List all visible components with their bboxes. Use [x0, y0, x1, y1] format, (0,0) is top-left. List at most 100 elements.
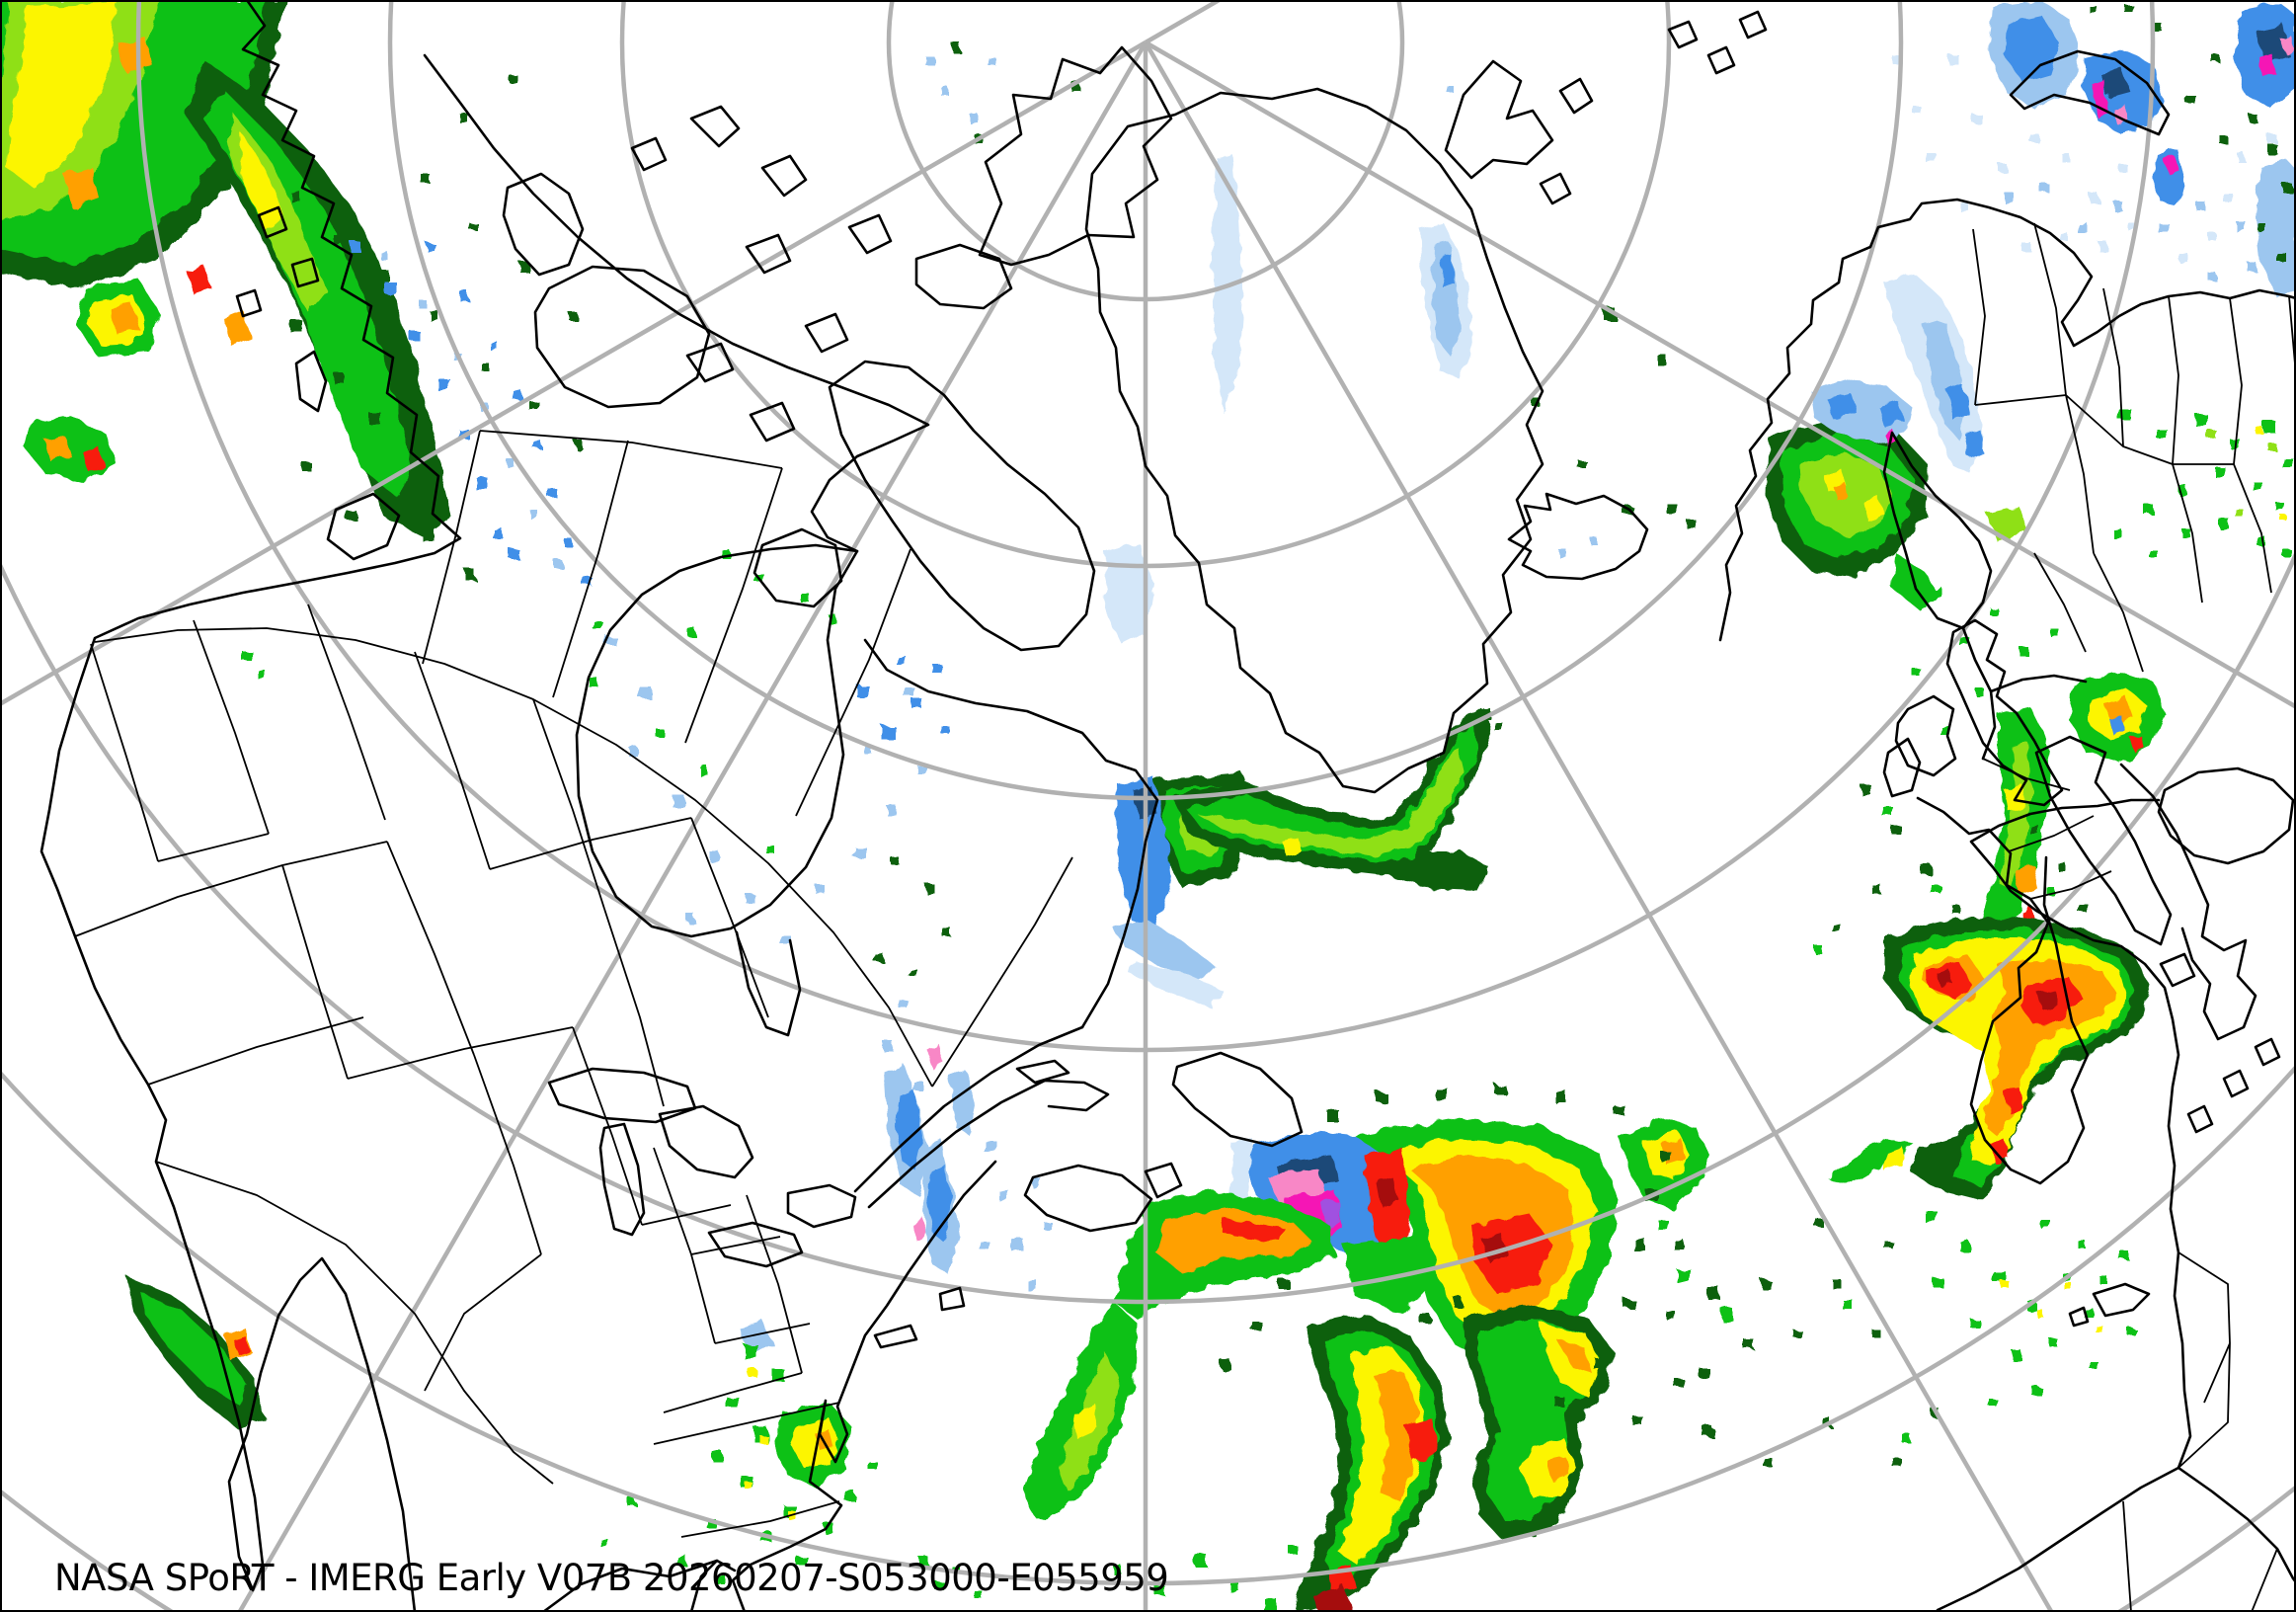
bottom-center-specks — [1289, 1546, 1299, 1556]
border-layer — [74, 222, 2296, 1612]
bc-coast-lightblue-specks — [529, 510, 537, 518]
finland-green-specks — [2194, 413, 2206, 425]
prairie-blue-specks — [687, 915, 695, 923]
quebec-specks — [943, 928, 953, 938]
balkan-greece-coast — [2119, 763, 2257, 1041]
anatolia-levant-africa-coast — [1936, 798, 2296, 1612]
panhandle-islands — [235, 205, 320, 318]
offshore-cells — [598, 1537, 606, 1545]
storm-fringe-specks — [1634, 1417, 1644, 1427]
prairie-blue-cores — [911, 698, 921, 708]
graticule-meridian-30 — [1144, 40, 2055, 1612]
bottom-center-specks — [1229, 1581, 1239, 1591]
greenland — [1084, 87, 1544, 794]
med-storm-darkred — [1938, 970, 2058, 1009]
med-south-specks — [2050, 1339, 2058, 1347]
norway-blue-core — [1827, 393, 1904, 427]
corner-magenta — [2259, 53, 2275, 77]
storm-fringe-specks — [1554, 1090, 1566, 1102]
west-interior-specks — [369, 413, 381, 425]
arctic-blue-specks — [942, 89, 950, 97]
midatlantic-specks — [1674, 1240, 1684, 1249]
arctic-darkgreen-specks — [1578, 460, 1586, 468]
russia-pale-specks — [1948, 54, 1958, 64]
storm-fringe-specks — [1594, 1357, 1606, 1369]
russia-navy-bits — [2099, 67, 2129, 97]
ne-pink2 — [910, 1217, 928, 1241]
ne-blue-extra — [984, 1140, 995, 1152]
bc-coast-blue-specks — [459, 291, 469, 301]
arctic-blue-specks — [925, 56, 935, 66]
scandinavia-russia-arctic-coast — [1718, 198, 2296, 642]
norway-sea-yellow — [1823, 468, 1884, 520]
med-storm-sw-arm-yellow — [1882, 1148, 1904, 1169]
russia-pale-specks — [2098, 242, 2108, 252]
balkan-green-specks — [1933, 886, 1942, 896]
storm-left-hook-yellow — [1072, 1403, 1100, 1440]
med-south-specks — [2085, 1309, 2095, 1319]
med-south-specks — [2041, 1220, 2051, 1230]
graticule-meridian-60 — [1144, 40, 2296, 710]
southampton-island — [752, 527, 843, 608]
bc-coast-lightblue-specks — [553, 559, 561, 567]
corner-green-specks — [2266, 143, 2276, 153]
bc-coast-lightblue-specks — [381, 253, 389, 261]
med-south-specks — [2090, 1361, 2098, 1369]
russia-pale-specks — [2177, 252, 2187, 262]
map-caption: NASA SPoRT - IMERG Early V07B 20260207-S… — [54, 1557, 1169, 1599]
russia-pale-specks — [2021, 242, 2031, 252]
norway-blue-band — [1811, 379, 1912, 443]
or-band-orange — [45, 437, 71, 462]
balkan-specks — [1833, 925, 1841, 932]
pacific-storm-yellow — [6, 2, 117, 188]
novaya-zemlya — [2009, 49, 2171, 136]
west-interior-specks — [528, 400, 538, 410]
arctic-darkgreen-specks — [1480, 708, 1490, 718]
corner-green-specks — [2155, 24, 2163, 32]
med-south-yellow — [2064, 1282, 2072, 1290]
prairie-green-specks — [257, 670, 265, 678]
labrador-band-chartreuse — [1197, 747, 1464, 855]
storm-fringe-specks — [1436, 1088, 1448, 1100]
med-south-specks — [1989, 1399, 1997, 1407]
balkan-specks — [1891, 825, 1901, 835]
finland-green-specks — [2284, 459, 2294, 469]
bc-coast-band-orange — [223, 310, 251, 346]
ungava-blue-tail — [1114, 919, 1215, 982]
prairie-blue-specks — [815, 884, 825, 894]
coastline-layer — [40, 0, 2296, 1612]
ne-blue-core2 — [928, 1166, 952, 1243]
prairie-blue-specks — [853, 846, 865, 857]
uk-northsea-specks — [1960, 637, 1970, 647]
west-interior-specks — [575, 441, 583, 448]
finland-chartreuse-specks — [2236, 510, 2244, 518]
west-interior-specks — [420, 173, 430, 183]
west-interior-specks — [465, 570, 475, 580]
bc-coast-lightblue-specks — [421, 302, 429, 310]
russia-pale-specks — [1927, 153, 1937, 163]
bc-coast-blue-specks — [476, 478, 488, 490]
gulf-of-bothnia — [1882, 431, 2088, 761]
russia-blue-specks — [2077, 222, 2087, 232]
storm-fringe-specks — [1453, 1297, 1463, 1307]
bottom-center-specks — [919, 1558, 929, 1568]
midatlantic-green-specks — [1901, 1433, 1911, 1443]
cent-europe-blue — [2109, 715, 2125, 735]
storm-purple — [1321, 1199, 1341, 1227]
russia-blue-specks — [2114, 202, 2124, 212]
finland-green-specks — [2283, 549, 2291, 557]
arctic-darkgreen-specks — [1666, 503, 1676, 513]
norway-sea-orange — [1833, 482, 1849, 500]
graticule-meridian--60 — [0, 40, 1148, 707]
storm-fringe-specks — [1496, 1086, 1506, 1095]
corner-green-specks — [2212, 55, 2220, 63]
bc-coast-blue-specks — [493, 528, 503, 538]
midatlantic-green-specks — [1720, 1308, 1732, 1320]
cyprus — [2068, 1282, 2151, 1328]
ireland — [1894, 694, 1957, 777]
bottom-center-specks — [1195, 1555, 1207, 1567]
offshore-cells — [627, 1496, 637, 1506]
midatlantic-specks — [1763, 1457, 1773, 1467]
prairie-green-specks — [698, 766, 708, 775]
